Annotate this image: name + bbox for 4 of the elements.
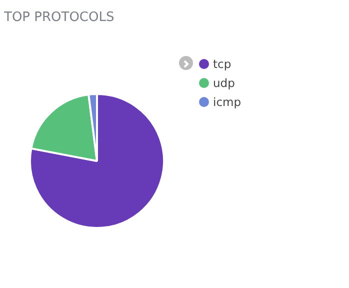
legend-label: tcp [213,56,232,70]
legend-label: icmp [213,94,242,108]
legend-label: udp [213,76,235,90]
chart-title: TOP PROTOCOLS [4,10,114,25]
